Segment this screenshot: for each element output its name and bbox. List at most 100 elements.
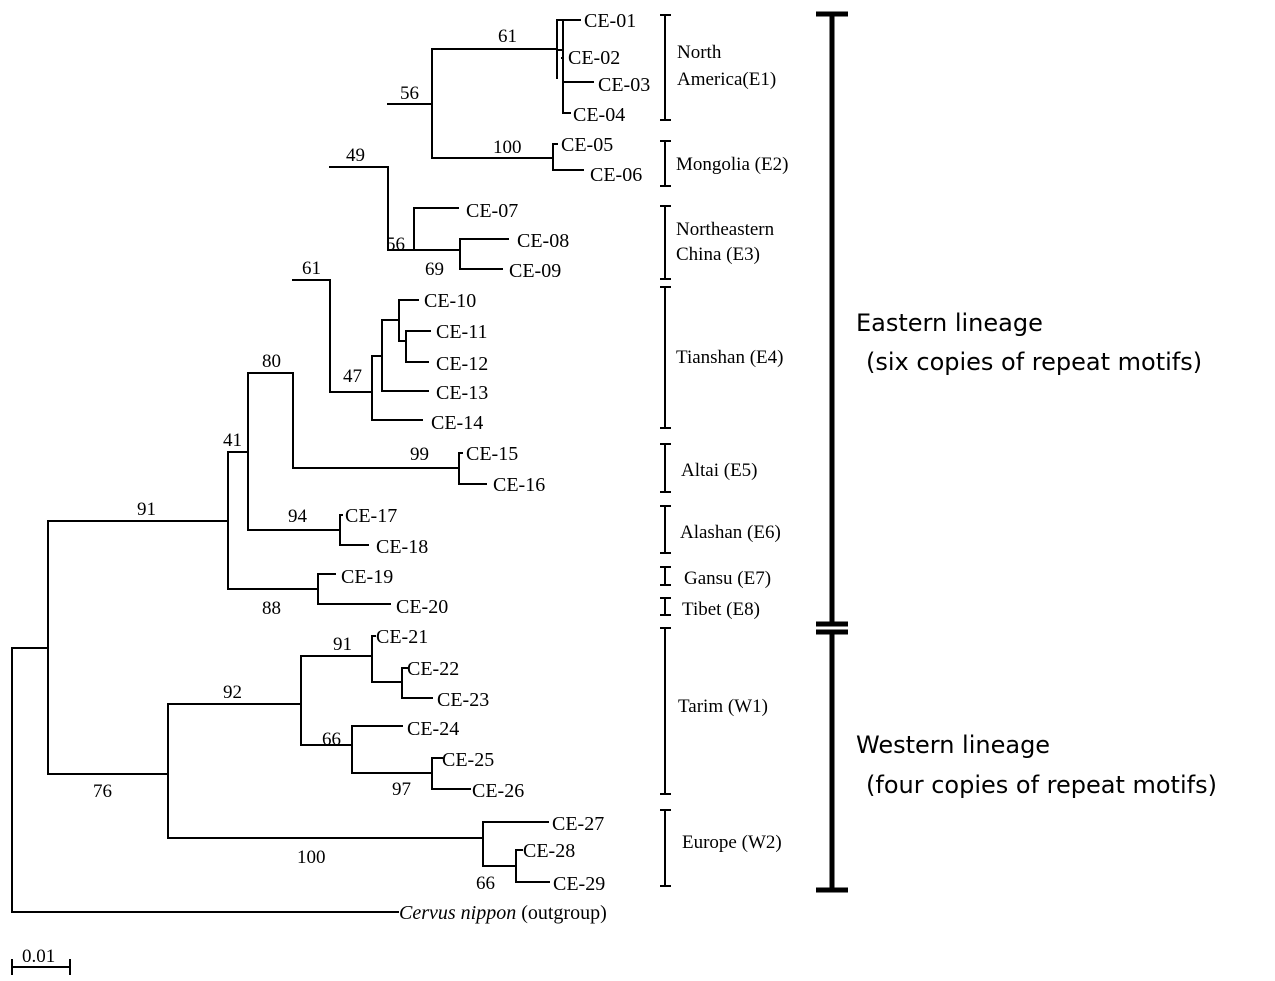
support-value: 97 xyxy=(392,779,411,800)
scale-bar-line xyxy=(11,959,71,975)
support-value: 100 xyxy=(493,137,522,158)
branch-w2-clade xyxy=(482,821,550,883)
bracket-e8 xyxy=(660,597,671,616)
bracket-e4 xyxy=(660,286,671,429)
bracket-e6 xyxy=(660,505,671,554)
tip-label: CE-03 xyxy=(598,74,650,96)
tip-label: CE-02 xyxy=(568,47,620,69)
branch-e6-clade xyxy=(339,514,369,546)
support-value: 94 xyxy=(288,506,308,527)
western-lineage-subtitle: (four copies of repeat motifs) xyxy=(866,771,1217,799)
group-label: North xyxy=(677,42,722,63)
support-values: 61 56 49 100 56 69 61 47 80 99 41 94 91 … xyxy=(93,26,522,894)
branch-root-split xyxy=(11,520,229,775)
bracket-western-lineage xyxy=(816,629,848,893)
tip-label: CE-21 xyxy=(376,626,428,648)
group-label: China (E3) xyxy=(676,244,760,265)
bracket-eastern-lineage xyxy=(816,11,848,627)
branch-w1-subclade-b xyxy=(351,725,471,790)
branch-eastern-backbone xyxy=(227,372,460,590)
tip-label: CE-04 xyxy=(573,104,625,126)
group-label: Northeastern xyxy=(676,219,775,240)
branch-e5-clade xyxy=(458,452,487,485)
support-value: 49 xyxy=(346,145,365,166)
support-value: 91 xyxy=(137,499,156,520)
group-labels: North America(E1) Mongolia (E2) Northeas… xyxy=(676,42,788,853)
group-brackets xyxy=(660,14,671,887)
western-lineage-title: Western lineage xyxy=(856,731,1050,759)
tip-label: CE-08 xyxy=(517,230,569,252)
tip-label: CE-15 xyxy=(466,443,518,465)
tip-label: CE-05 xyxy=(561,134,613,156)
branch-w1-node xyxy=(300,655,373,746)
tip-label: CE-16 xyxy=(493,474,545,496)
branch-e3-e4-node xyxy=(292,279,373,393)
tip-label: CE-09 xyxy=(509,260,561,282)
support-value: 66 xyxy=(322,729,341,750)
tip-label: CE-11 xyxy=(436,321,487,343)
group-label: Europe (W2) xyxy=(682,832,782,853)
branch-e7-e8-clade xyxy=(317,573,391,605)
lineage-bars xyxy=(816,11,848,893)
tip-label: CE-25 xyxy=(442,749,494,771)
tip-label: CE-24 xyxy=(407,718,459,740)
branch-w1-subclade-a xyxy=(371,635,433,699)
support-value: 76 xyxy=(93,781,112,802)
tip-label: CE-01 xyxy=(584,10,636,32)
support-value: 56 xyxy=(400,83,419,104)
branch-e1-e3-node xyxy=(329,166,415,251)
tip-label: CE-17 xyxy=(345,505,397,527)
bracket-e3 xyxy=(660,205,671,280)
branch-outgroup xyxy=(11,647,399,913)
tip-label: CE-10 xyxy=(424,290,476,312)
lineage-labels: Eastern lineage (six copies of repeat mo… xyxy=(856,309,1217,799)
support-value: 56 xyxy=(386,234,405,255)
group-label: Tarim (W1) xyxy=(678,696,768,717)
tip-label: CE-12 xyxy=(436,353,488,375)
support-value: 41 xyxy=(223,430,242,451)
tip-label: CE-29 xyxy=(553,873,605,895)
branch-e2-clade xyxy=(552,143,584,171)
support-value: 92 xyxy=(223,682,242,703)
group-label: Gansu (E7) xyxy=(684,568,771,589)
support-value: 69 xyxy=(425,259,444,280)
tip-labels: CE-01 CE-02 CE-03 CE-04 CE-05 CE-06 CE-0… xyxy=(341,10,650,924)
support-value: 80 xyxy=(262,351,281,372)
tip-label: CE-27 xyxy=(552,813,604,835)
branch-e1-e2-node xyxy=(387,48,558,159)
tip-label: CE-28 xyxy=(523,840,575,862)
group-label: America(E1) xyxy=(677,69,776,90)
branch-e1-clade xyxy=(556,19,594,114)
group-label: Alashan (E6) xyxy=(680,522,781,543)
support-value: 61 xyxy=(498,26,517,47)
bracket-e5 xyxy=(660,443,671,493)
group-label: Tibet (E8) xyxy=(682,599,760,620)
group-label: Tianshan (E4) xyxy=(676,347,784,368)
support-value: 88 xyxy=(262,598,281,619)
tip-label: CE-19 xyxy=(341,566,393,588)
bracket-e1 xyxy=(660,14,671,121)
tip-label: CE-20 xyxy=(396,596,448,618)
tip-label: CE-23 xyxy=(437,689,489,711)
eastern-lineage-title: Eastern lineage xyxy=(856,309,1043,337)
tip-label: CE-06 xyxy=(590,164,642,186)
bracket-w1 xyxy=(660,627,671,795)
scale-bar-label: 0.01 xyxy=(22,946,55,967)
tip-label: CE-26 xyxy=(472,780,524,802)
tip-label: CE-07 xyxy=(466,200,518,222)
support-value: 66 xyxy=(476,873,495,894)
support-value: 61 xyxy=(302,258,321,279)
tree-branches xyxy=(11,19,594,913)
bracket-e2 xyxy=(660,140,671,187)
tip-label: CE-14 xyxy=(431,412,483,434)
scale-bar: 0.01 xyxy=(11,946,71,975)
tip-label: CE-13 xyxy=(436,382,488,404)
bracket-w2 xyxy=(660,809,671,887)
support-value: 99 xyxy=(410,444,429,465)
branch-e4-clade xyxy=(371,299,431,421)
tip-label: CE-22 xyxy=(407,658,459,680)
tip-label: CE-18 xyxy=(376,536,428,558)
branch-western-backbone xyxy=(167,703,484,839)
branch-e3-clade xyxy=(413,207,509,270)
